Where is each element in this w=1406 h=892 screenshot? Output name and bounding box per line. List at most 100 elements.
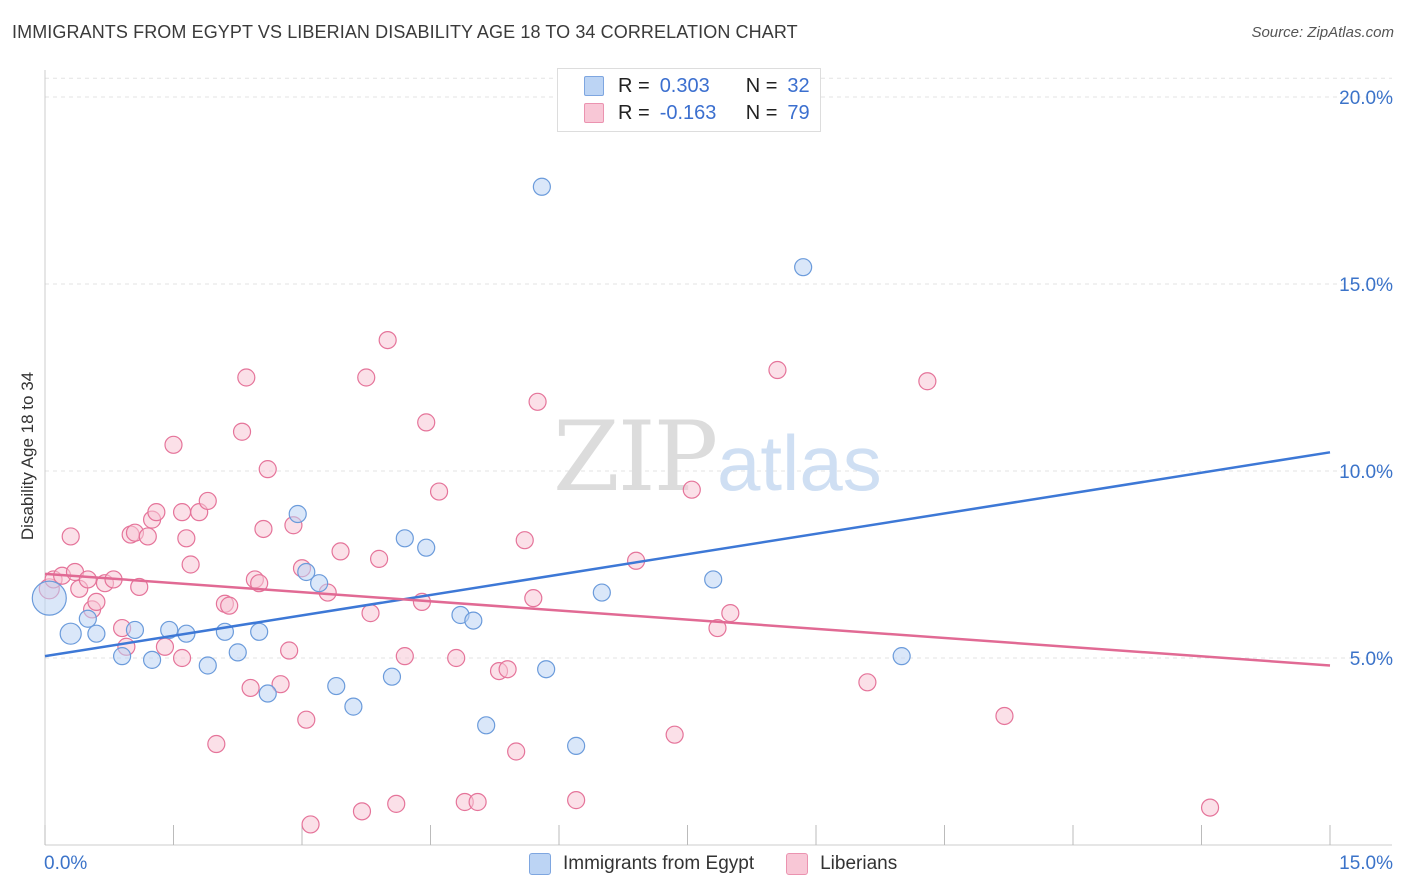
point-liberians <box>378 331 397 350</box>
x-tick-label: 15.0% <box>1339 853 1393 874</box>
x-tick-label: 0.0% <box>44 853 87 874</box>
stats-legend: R = 0.303 N = 32 R = -0.163 N = 79 <box>557 68 821 132</box>
legend-swatch-egypt <box>584 76 604 96</box>
point-egypt <box>382 667 402 686</box>
point-egypt <box>288 504 307 524</box>
trend-lines <box>44 451 1331 667</box>
y-tick-label: 10.0% <box>1339 462 1393 483</box>
point-egypt <box>112 647 132 666</box>
legend-n-value: 32 <box>787 74 810 97</box>
point-liberians <box>237 368 256 387</box>
point-liberians <box>567 791 586 810</box>
legend-r-label: R = <box>618 101 650 124</box>
point-egypt <box>537 660 556 679</box>
point-liberians <box>995 706 1014 726</box>
point-liberians <box>297 710 316 729</box>
point-liberians <box>220 596 239 615</box>
legend-swatch-liberians <box>584 103 604 123</box>
point-liberians <box>370 549 389 568</box>
point-egypt <box>892 647 911 666</box>
legend-r-value: -0.163 <box>659 101 717 124</box>
point-egypt <box>31 580 67 616</box>
series-legend-egypt[interactable]: Immigrants from Egypt <box>529 853 754 875</box>
point-liberians <box>130 577 149 597</box>
trend-line-egypt <box>44 451 1331 658</box>
point-liberians <box>768 360 787 380</box>
point-liberians <box>447 648 466 668</box>
point-egypt <box>327 676 346 696</box>
point-liberians <box>858 673 877 692</box>
point-liberians <box>1200 798 1220 817</box>
point-liberians <box>280 641 299 660</box>
point-liberians <box>78 570 97 589</box>
point-liberians <box>172 648 192 668</box>
legend-n-label: N = <box>745 74 778 97</box>
point-liberians <box>417 413 436 432</box>
tick-labels: 5.0% 10.0% 15.0% 20.0% 0.0% 15.0% <box>44 88 1393 874</box>
point-liberians <box>708 618 727 638</box>
point-egypt <box>532 177 551 196</box>
point-liberians <box>918 372 937 391</box>
y-tick-label: 15.0% <box>1339 275 1393 296</box>
point-liberians <box>61 527 80 546</box>
point-liberians <box>147 503 166 522</box>
point-liberians <box>258 460 277 479</box>
point-liberians <box>682 480 701 499</box>
watermark-atlas: atlas <box>717 419 882 507</box>
point-liberians <box>524 589 543 608</box>
grid-lines <box>45 77 1392 659</box>
point-egypt <box>198 656 217 675</box>
point-egypt <box>258 684 277 703</box>
source-label: Source: ZipAtlas.com <box>1251 24 1394 41</box>
series-label-egypt: Immigrants from Egypt <box>563 853 755 874</box>
y-tick-label: 5.0% <box>1350 649 1393 670</box>
point-liberians <box>665 725 684 744</box>
point-liberians <box>395 647 414 666</box>
point-liberians <box>507 742 526 761</box>
point-egypt <box>567 736 586 755</box>
point-liberians <box>181 555 200 574</box>
point-liberians <box>241 678 260 698</box>
point-egypt <box>125 620 145 640</box>
point-egypt <box>794 258 813 277</box>
point-liberians <box>138 527 157 546</box>
point-egypt <box>344 697 363 716</box>
legend-n-label: N = <box>745 101 778 124</box>
point-liberians <box>271 675 290 694</box>
point-liberians <box>177 529 196 548</box>
point-egypt <box>78 609 97 628</box>
point-liberians <box>207 734 226 754</box>
point-liberians <box>515 531 534 550</box>
point-liberians <box>250 574 269 593</box>
point-liberians <box>87 592 106 612</box>
series-legend-liberians[interactable]: Liberians <box>786 853 897 875</box>
point-liberians <box>198 491 217 511</box>
point-liberians <box>164 435 183 454</box>
point-egypt <box>160 620 179 640</box>
point-liberians <box>331 542 350 561</box>
point-liberians <box>387 794 406 813</box>
series-swatch-egypt <box>529 853 551 875</box>
point-liberians <box>357 368 376 387</box>
legend-r-label: R = <box>618 74 650 97</box>
point-liberians <box>232 422 252 441</box>
y-tick-label: 20.0% <box>1339 88 1393 109</box>
series-label-liberians: Liberians <box>820 853 898 874</box>
legend-row-liberians: R = -0.163 N = 79 <box>584 100 810 126</box>
watermark: ZIP atlas <box>553 401 882 513</box>
trend-line-liberians <box>44 572 1331 667</box>
point-liberians <box>352 802 372 821</box>
point-egypt <box>417 538 436 557</box>
legend-r-value: 0.303 <box>659 74 710 97</box>
point-liberians <box>721 604 740 623</box>
legend-n-value: 79 <box>787 101 810 124</box>
point-liberians <box>155 637 175 656</box>
point-egypt <box>592 583 611 602</box>
point-egypt <box>704 570 723 589</box>
legend-row-egypt: R = 0.303 N = 32 <box>584 73 810 99</box>
axes <box>44 70 1392 846</box>
point-liberians <box>254 519 273 539</box>
point-liberians <box>429 482 449 501</box>
series-swatch-liberians <box>786 853 809 875</box>
